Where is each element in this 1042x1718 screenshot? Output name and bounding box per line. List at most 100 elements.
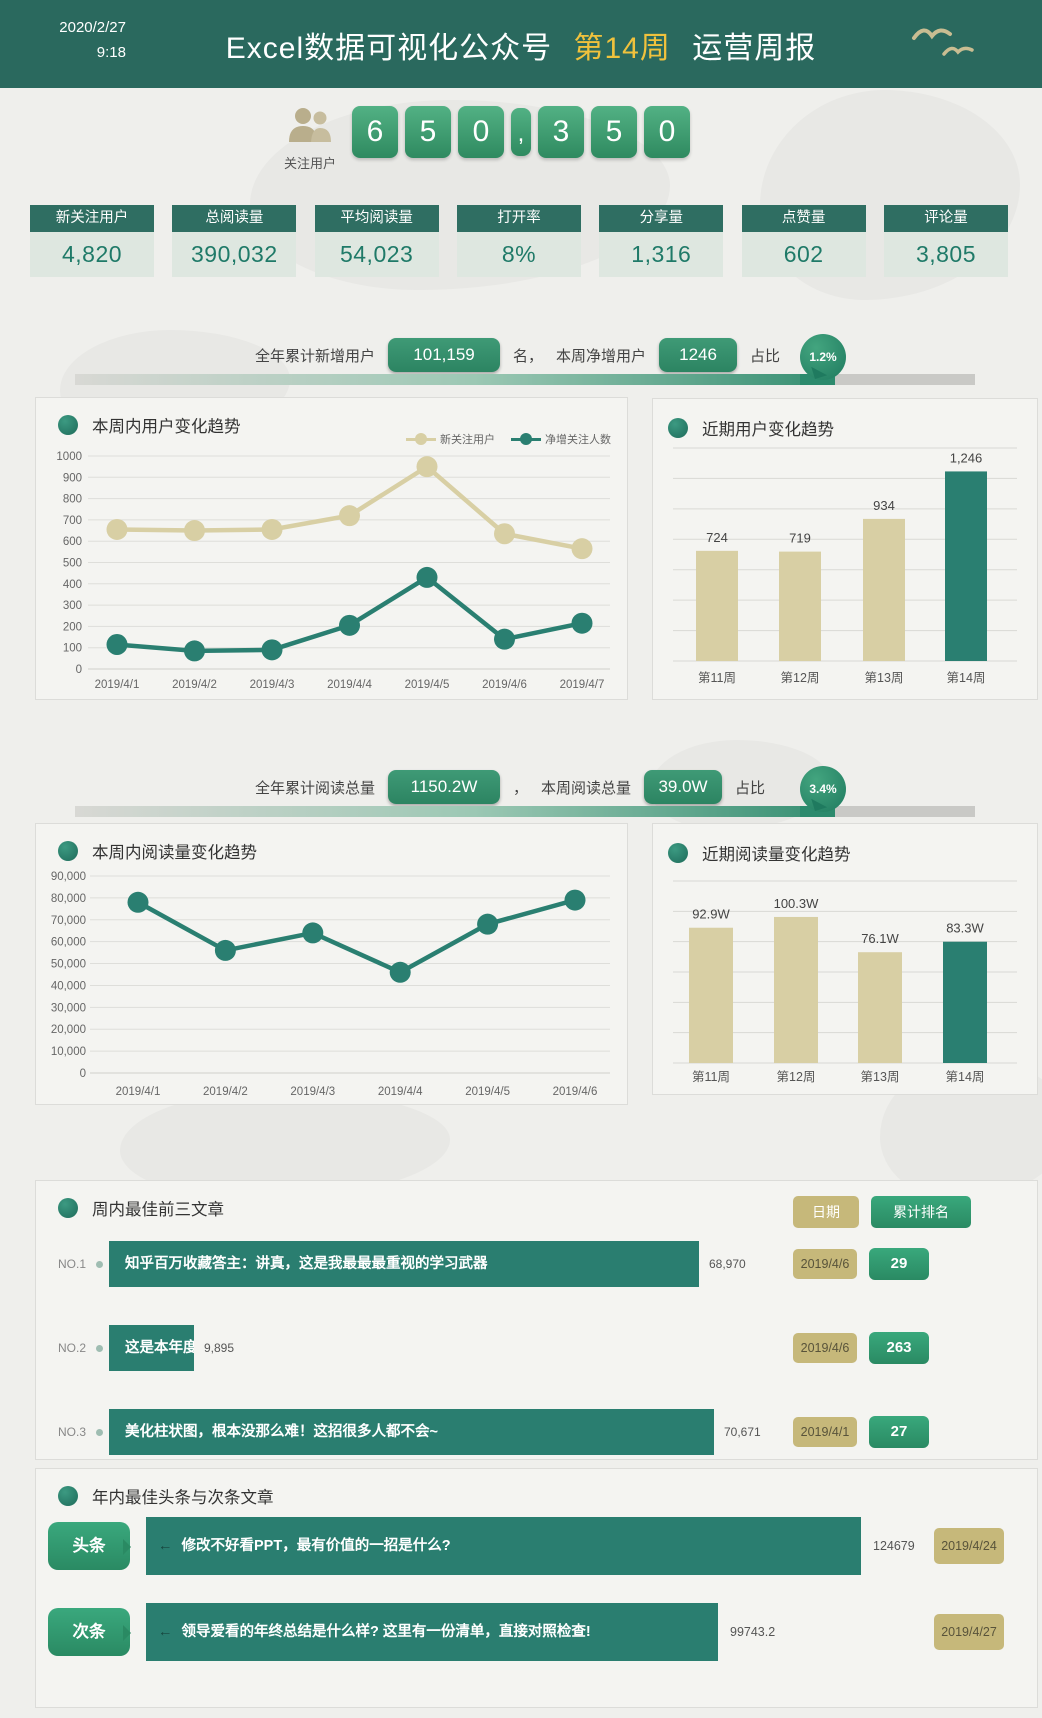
svg-text:2019/4/2: 2019/4/2 [203, 1086, 248, 1098]
svg-text:第14周: 第14周 [946, 1070, 985, 1084]
kpi-value: 1,316 [599, 232, 724, 277]
best-headline-card: 年内最佳头条与次条文章 头条 ← 修改不好看PPT，最有价值的一招是什么? 124… [35, 1468, 1038, 1708]
kpi-value: 602 [741, 232, 866, 277]
followers-label: 关注用户 [283, 156, 336, 171]
svg-text:2019/4/4: 2019/4/4 [327, 679, 372, 691]
page-title: Excel数据可视化公众号 第14周 运营周报 [0, 23, 1042, 67]
bullet-dot-icon [58, 415, 78, 435]
counter-digit: 6 [352, 106, 398, 158]
svg-text:76.1W: 76.1W [861, 931, 899, 946]
second-date-chip: 2019/4/27 [934, 1614, 1004, 1650]
bullet-dot-icon [58, 841, 78, 861]
svg-text:10,000: 10,000 [51, 1046, 86, 1058]
followers-counter: 6 5 0 , 3 5 0 [352, 106, 690, 158]
header-bar: 2020/2/27 9:18 Excel数据可视化公众号 第14周 运营周报 [0, 0, 1042, 88]
kpi-value: 8% [456, 232, 581, 277]
svg-text:2019/4/5: 2019/4/5 [405, 679, 450, 691]
svg-text:2019/4/4: 2019/4/4 [378, 1086, 423, 1098]
chart-title: 本周内用户变化趋势 [92, 418, 241, 436]
user-progress-bar [75, 374, 975, 385]
bar-chart: 724 第11周 719 第12周 934 第13周 1,246 第14周 [673, 447, 1017, 685]
progress-fill [75, 374, 800, 385]
svg-text:第14周: 第14周 [947, 671, 986, 685]
recent-read-bar-chart-card: 近期阅读量变化趋势 92.9W 第11周 100.3W 第12周 76.1W 第13周 83… [652, 823, 1038, 1095]
svg-text:1,246: 1,246 [950, 450, 983, 465]
svg-text:800: 800 [63, 494, 82, 506]
counter-digit: 0 [644, 106, 690, 158]
svg-text:2019/4/7: 2019/4/7 [560, 679, 605, 691]
left-arrow-icon: ← [158, 1624, 173, 1640]
svg-text:724: 724 [706, 530, 728, 545]
bullet-dot-icon [58, 1486, 78, 1506]
report-time: 9:18 [96, 43, 126, 61]
second-title: 领导爱看的年终总结是什么样? 这里有一份清单，直接对照检查! [181, 1624, 591, 1640]
row-dot-icon [96, 1428, 103, 1436]
article-rank-chip: 263 [869, 1332, 929, 1364]
article-rank-chip: 29 [869, 1248, 929, 1280]
article-row-3: NO.3 美化柱状图，根本没那么难！这招很多人都不会~ 70,671 2019/… [58, 1409, 1018, 1455]
section-title-row: 年内最佳头条与次条文章 [58, 1484, 274, 1508]
date-button[interactable]: 日期 [793, 1196, 859, 1228]
bullet-dot-icon [668, 843, 688, 863]
week-reads-pill: 39.0W [644, 770, 723, 804]
svg-text:0: 0 [76, 664, 82, 676]
second-article-row: 次条 ← 领导爱看的年终总结是什么样? 这里有一份清单，直接对照检查! 99743… [48, 1603, 1028, 1661]
users-icon [289, 108, 331, 142]
second-read-count: 99743.2 [730, 1625, 776, 1639]
kpi-card-comments: 评论量 3,805 [883, 205, 1008, 277]
article-title-bar: 知乎百万收藏答主：讲真，这是我最最最重视的学习武器 [109, 1241, 699, 1287]
chart-legend: 新关注用户 净增关注人数 [406, 431, 611, 447]
legend-label: 净增关注人数 [545, 434, 611, 446]
title-main: Excel数据可视化公众号 [225, 32, 553, 65]
svg-text:80,000: 80,000 [51, 893, 86, 905]
progress-label: 本周净增用户 [556, 347, 647, 365]
svg-text:300: 300 [63, 600, 82, 612]
headline-title-bar: ← 修改不好看PPT，最有价值的一招是什么? [146, 1517, 861, 1575]
chart-title-row: 本周内阅读量变化趋势 [58, 839, 257, 863]
progress-label: 占比 [750, 347, 781, 365]
svg-text:第12周: 第12周 [781, 671, 820, 685]
svg-text:30,000: 30,000 [51, 1002, 86, 1014]
svg-text:第11周: 第11周 [698, 671, 736, 685]
svg-text:2019/4/3: 2019/4/3 [290, 1086, 335, 1098]
headline-read-count: 124679 [873, 1539, 915, 1553]
followers-block: 关注用户 [268, 106, 352, 172]
svg-text:200: 200 [63, 621, 82, 633]
headline-row: 头条 ← 修改不好看PPT，最有价值的一招是什么? 124679 2019/4/2… [48, 1517, 1028, 1575]
left-arrow-icon: ← [158, 1538, 173, 1554]
article-read-count: 9,895 [204, 1341, 235, 1355]
chart-title: 近期阅读量变化趋势 [702, 846, 851, 864]
kpi-card-total-reads: 总阅读量 390,032 [172, 205, 297, 277]
cumulative-rank-button[interactable]: 累计排名 [871, 1196, 971, 1228]
headline-tag-badge: 头条 [48, 1522, 131, 1570]
kpi-card-shares: 分享量 1,316 [599, 205, 724, 277]
chart-title: 本周内阅读量变化趋势 [92, 844, 257, 862]
progress-label: 占比 [735, 779, 766, 797]
svg-text:100: 100 [63, 643, 82, 655]
svg-text:40,000: 40,000 [51, 980, 86, 992]
progress-label: 全年累计新增用户 [255, 347, 376, 365]
legend-item: 新关注用户 [406, 431, 495, 447]
svg-text:934: 934 [873, 498, 895, 513]
second-tag-badge: 次条 [48, 1608, 131, 1656]
svg-text:83.3W: 83.3W [946, 921, 984, 936]
chart-title-row: 近期阅读量变化趋势 [668, 841, 851, 865]
progress-unit: 名， [513, 347, 544, 365]
article-rank-chip: 27 [869, 1416, 929, 1448]
progress-fill [75, 806, 800, 817]
legend-swatch-icon [406, 433, 436, 445]
svg-text:719: 719 [789, 531, 811, 546]
svg-text:92.9W: 92.9W [692, 907, 730, 922]
legend-swatch-icon [511, 433, 541, 445]
svg-text:60,000: 60,000 [51, 937, 86, 949]
svg-text:2019/4/3: 2019/4/3 [250, 679, 295, 691]
rank-label: NO.1 [58, 1257, 87, 1271]
best-articles-card: 周内最佳前三文章 日期 累计排名 NO.1 知乎百万收藏答主：讲真，这是我最最最… [35, 1180, 1038, 1460]
svg-text:50,000: 50,000 [51, 959, 86, 971]
read-progress-bar [75, 806, 975, 817]
svg-text:第11周: 第11周 [692, 1070, 730, 1084]
kpi-label: 新关注用户 [30, 205, 154, 232]
line-chart: 0 10,000 20,000 30,000 40,000 50,000 60,000 70,… [51, 871, 610, 1098]
section-title: 周内最佳前三文章 [92, 1201, 224, 1219]
svg-text:900: 900 [63, 472, 82, 484]
